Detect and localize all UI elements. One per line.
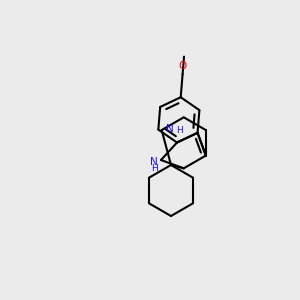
Text: H: H: [176, 126, 183, 135]
Text: N: N: [150, 157, 158, 166]
Text: N: N: [166, 124, 174, 134]
Text: O: O: [178, 61, 187, 71]
Text: H: H: [151, 164, 158, 173]
